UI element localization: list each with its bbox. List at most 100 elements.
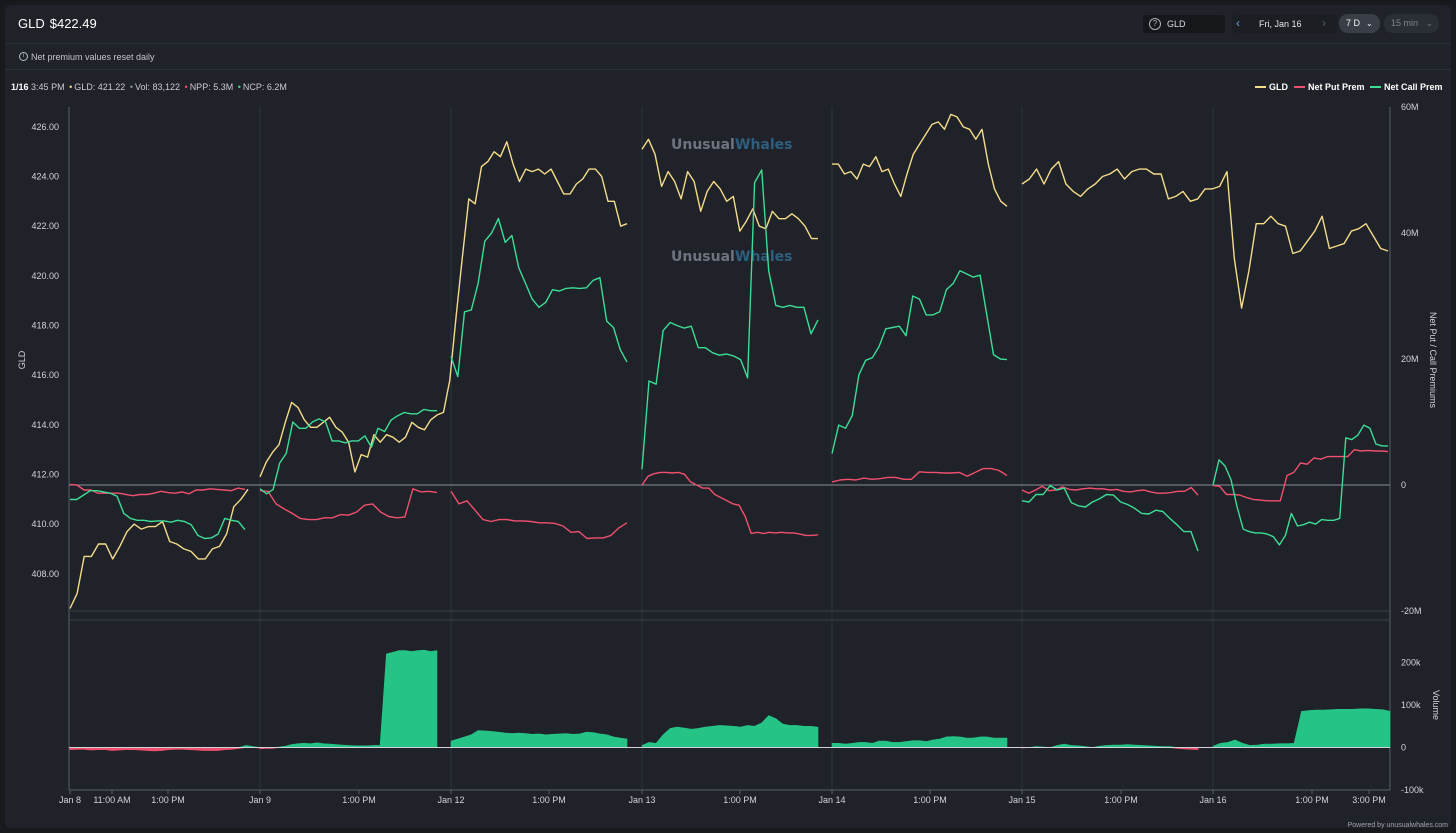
info-icon: i <box>19 52 28 61</box>
interval-dropdown[interactable]: 15 min ⌄ <box>1384 14 1439 33</box>
gld-line <box>1021 160 1389 309</box>
volume-area-up <box>641 715 819 748</box>
volume-tick-label: -100k <box>1401 785 1424 795</box>
y-right-tick-label: 60M <box>1401 102 1419 112</box>
readout-time: 3:45 PM <box>31 82 65 92</box>
footer-credit: Powered by unusualwhales.com <box>1347 822 1448 829</box>
notice-bar: i Net premium values reset daily <box>5 44 1451 70</box>
y-tick-label: 418.00 <box>31 320 59 330</box>
y-tick-label: 424.00 <box>31 172 59 182</box>
chevron-down-icon: ⌄ <box>1426 19 1433 28</box>
y-right-tick-label: 0 <box>1401 480 1406 490</box>
gld-line <box>641 138 818 240</box>
readout-gld: GLD: 421.22 <box>74 82 126 92</box>
call-line <box>1212 424 1388 546</box>
y-tick-label: 412.00 <box>31 469 59 479</box>
x-tick-label: Jan 8 <box>59 795 81 805</box>
volume-tick-label: 100k <box>1401 700 1421 710</box>
volume-area-up <box>260 649 438 748</box>
y-right-tick-label: 40M <box>1401 228 1419 238</box>
grid <box>68 107 1391 791</box>
x-tick-label: 11:00 AM <box>93 795 130 805</box>
put-line <box>1212 449 1389 502</box>
range-label: 7 D <box>1346 18 1361 28</box>
call-line <box>1021 484 1199 552</box>
y-right-tick-label: -20M <box>1401 606 1422 616</box>
volume-tick-label: 0 <box>1401 743 1406 753</box>
put-line <box>1021 485 1199 496</box>
legend-label: Net Call Prem <box>1384 82 1443 92</box>
put-line <box>641 471 819 537</box>
symbol-search-input[interactable] <box>1167 16 1221 31</box>
date-navigator: ‹ Fri, Jan 16 › <box>1232 15 1337 33</box>
readout-ncp: NCP: 6.2M <box>242 82 287 92</box>
gld-line <box>69 488 249 609</box>
put-line <box>69 483 246 497</box>
volume-tick-label: 200k <box>1401 658 1421 668</box>
notice-text: Net premium values reset daily <box>31 52 155 62</box>
watermark-text: Whales <box>735 249 792 265</box>
call-line <box>831 270 1008 454</box>
y-tick-label: 426.00 <box>31 122 59 132</box>
volume-area-up <box>831 736 1008 748</box>
range-dropdown[interactable]: 7 D ⌄ <box>1339 14 1380 33</box>
legend-label: GLD <box>1269 82 1288 92</box>
x-tick-label: 1:00 PM <box>913 795 947 805</box>
left-axis-title: GLD <box>17 350 27 369</box>
legend-net-call-prem[interactable]: Net Call Prem <box>1370 82 1443 92</box>
y-tick-label: 408.00 <box>31 569 59 579</box>
date-label[interactable]: Fri, Jan 16 <box>1259 19 1302 29</box>
x-tick-label: 1:00 PM <box>532 795 566 805</box>
volume-area-up <box>450 730 628 748</box>
chevron-right-icon[interactable]: › <box>1322 16 1326 30</box>
readout-dot: • <box>237 82 241 92</box>
put-line <box>259 488 438 521</box>
legend-gld[interactable]: GLD <box>1255 82 1288 92</box>
header-bar: GLD $422.49 ? ‹ Fri, Jan 16 › 7 D ⌄ 15 min… <box>5 5 1451 44</box>
series-put <box>69 449 1389 540</box>
watermark-text: Unusual <box>671 249 735 265</box>
x-tick-label: Jan 14 <box>818 795 845 805</box>
interval-label: 15 min <box>1391 18 1419 28</box>
x-tick-label: 1:00 PM <box>151 795 185 805</box>
put-line <box>450 490 628 540</box>
volume-area-up <box>1022 743 1198 748</box>
readout-dot: • <box>129 82 133 92</box>
volume-area-down <box>69 747 261 752</box>
y-tick-label: 422.00 <box>31 221 59 231</box>
volume-series <box>69 649 1391 752</box>
readout-npp: NPP: 5.3M <box>189 82 234 92</box>
call-line <box>450 217 628 378</box>
chevron-down-icon: ⌄ <box>1366 19 1373 28</box>
x-tick-label: Jan 15 <box>1008 795 1035 805</box>
chevron-left-icon[interactable]: ‹ <box>1236 16 1240 30</box>
gld-line <box>259 141 628 478</box>
y-tick-label: 410.00 <box>31 519 59 529</box>
help-icon[interactable]: ? <box>1149 18 1161 30</box>
legend-net-put-prem[interactable]: Net Put Prem <box>1294 82 1365 92</box>
symbol-search[interactable]: ? <box>1143 15 1225 33</box>
ticker-symbol: GLD <box>18 16 45 31</box>
readout-dot: • <box>184 82 188 92</box>
crosshair-readout: 1/16 3:45 PM • GLD: 421.22 • Vol: 83,122 •… <box>11 82 287 92</box>
y-tick-label: 416.00 <box>31 370 59 380</box>
volume-axis-title: Volume <box>1431 690 1441 720</box>
y-tick-label: 414.00 <box>31 420 59 430</box>
x-tick-label: 3:00 PM <box>1352 795 1386 805</box>
volume-area-up <box>1212 708 1391 748</box>
x-tick-label: 1:00 PM <box>1104 795 1138 805</box>
x-tick-label: Jan 16 <box>1199 795 1226 805</box>
watermark-text: Unusual <box>671 137 735 153</box>
x-tick-label: 1:00 PM <box>1295 795 1329 805</box>
call-line <box>641 169 819 470</box>
readout-date: 1/16 <box>11 82 29 92</box>
chart-panel: GLD $422.49 ? ‹ Fri, Jan 16 › 7 D ⌄ 15 min… <box>5 5 1451 828</box>
readout-dot: • <box>69 82 73 92</box>
watermark-text: Whales <box>735 137 792 153</box>
x-tick-label: Jan 9 <box>249 795 271 805</box>
x-tick-label: 1:00 PM <box>723 795 757 805</box>
put-line <box>831 467 1008 483</box>
call-line <box>259 408 437 495</box>
x-tick-label: Jan 12 <box>437 795 464 805</box>
